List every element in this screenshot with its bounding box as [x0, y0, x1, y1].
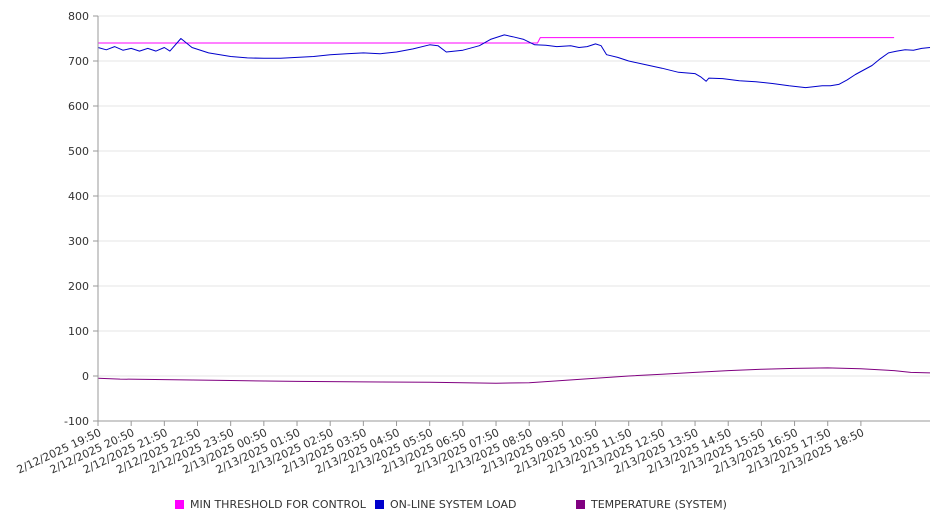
grid-lines [98, 15, 930, 422]
x-axis-ticks: 2/12/2025 19:502/12/2025 20:502/12/2025 … [15, 421, 866, 476]
y-tick-label: 0 [82, 370, 89, 383]
legend-label: TEMPERATURE (SYSTEM) [591, 498, 727, 511]
y-tick-label: 600 [68, 100, 89, 113]
y-axis-ticks: 800 700 600 500 400 300 200 100 0 -100 [64, 10, 98, 428]
y-tick-label: 400 [68, 190, 89, 203]
legend: MIN THRESHOLD FOR CONTROL ON-LINE SYSTEM … [0, 498, 946, 516]
series-lines [97, 34, 931, 384]
legend-item: TEMPERATURE (SYSTEM) [576, 498, 727, 511]
legend-swatch [576, 500, 585, 509]
y-tick-label: 500 [68, 145, 89, 158]
series-line-temperature-system [97, 367, 931, 384]
legend-swatch [375, 500, 384, 509]
legend-swatch [175, 500, 184, 509]
series-line-min-threshold-for-control [98, 37, 895, 44]
y-tick-label: 700 [68, 55, 89, 68]
y-tick-label: 800 [68, 10, 89, 23]
legend-label: MIN THRESHOLD FOR CONTROL [190, 498, 366, 511]
y-tick-label: 200 [68, 280, 89, 293]
y-tick-label: 300 [68, 235, 89, 248]
y-tick-label: -100 [64, 415, 89, 428]
series-line-on-line-system-load [97, 34, 931, 89]
legend-label: ON-LINE SYSTEM LOAD [390, 498, 517, 511]
legend-item: ON-LINE SYSTEM LOAD [375, 498, 516, 511]
legend-item: MIN THRESHOLD FOR CONTROL [175, 498, 366, 511]
y-tick-label: 100 [68, 325, 89, 338]
